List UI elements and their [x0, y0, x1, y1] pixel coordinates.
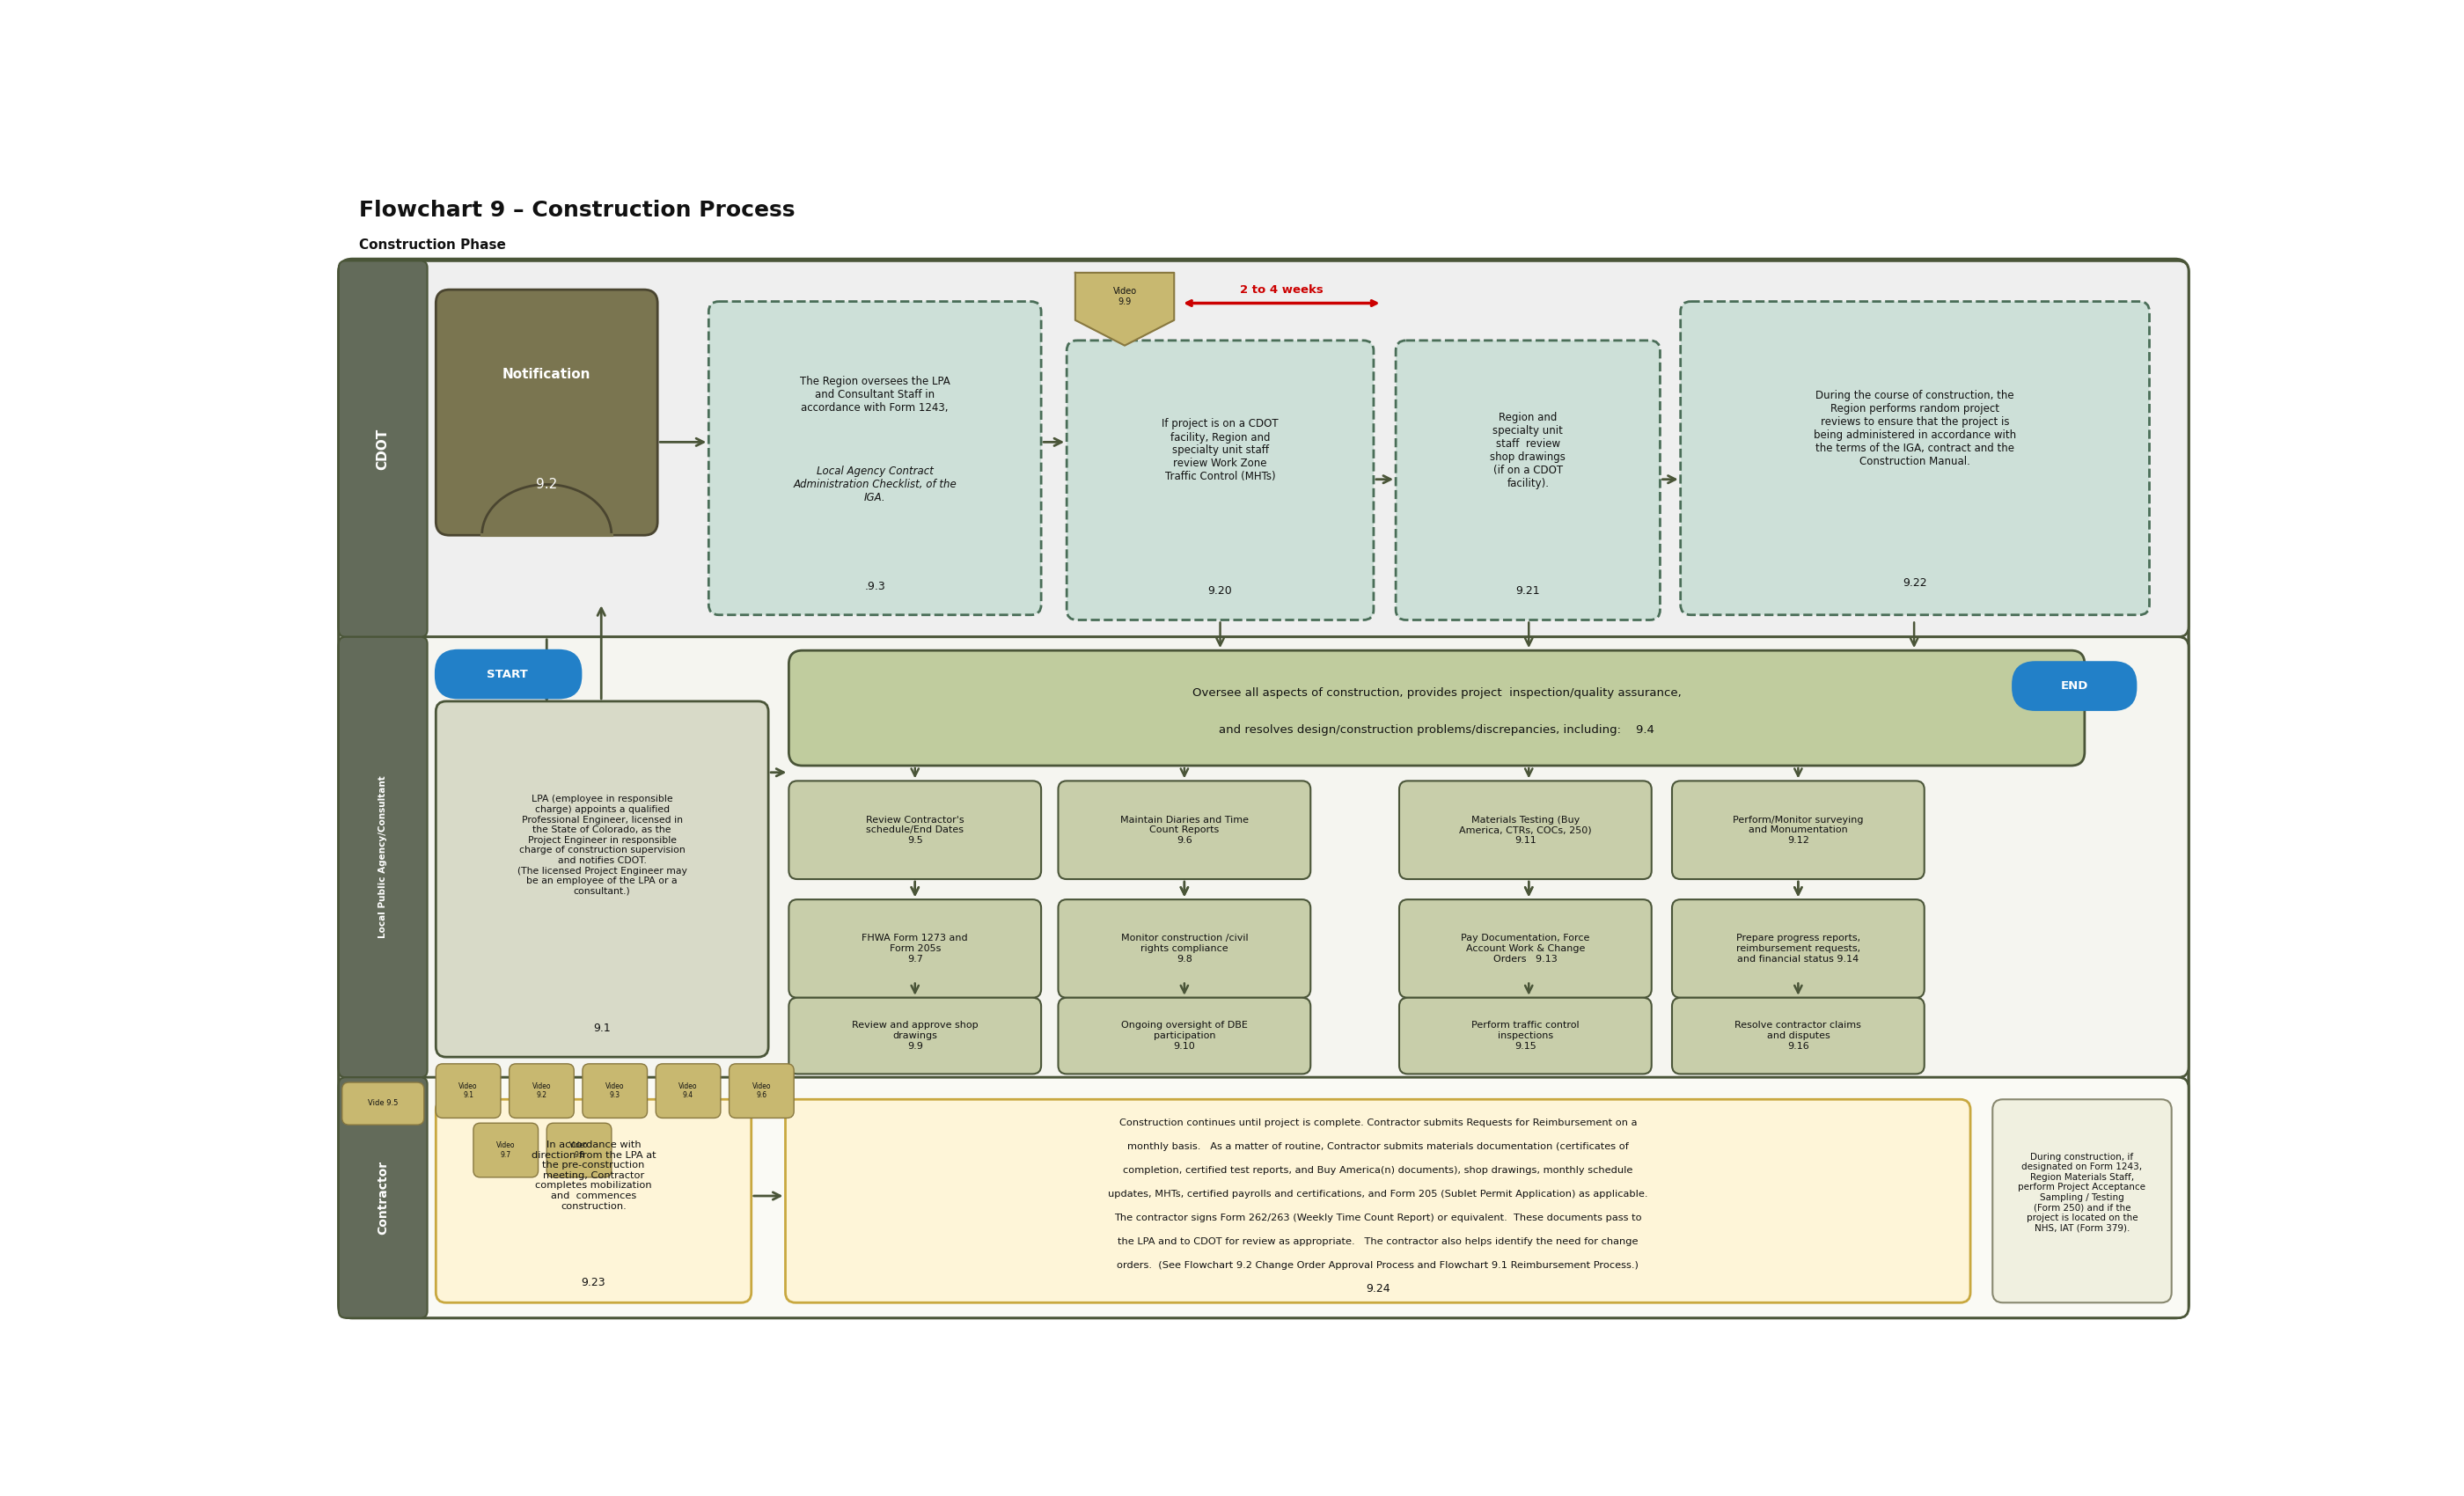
- FancyBboxPatch shape: [1057, 899, 1311, 998]
- FancyBboxPatch shape: [436, 290, 658, 536]
- Text: Review Contractor's
schedule/End Dates
9.5: Review Contractor's schedule/End Dates 9…: [865, 815, 963, 845]
- Text: the LPA and to CDOT for review as appropriate.   The contractor also helps ident: the LPA and to CDOT for review as approp…: [1119, 1237, 1639, 1246]
- FancyBboxPatch shape: [1673, 781, 1924, 880]
- FancyBboxPatch shape: [342, 1083, 424, 1125]
- Text: Resolve contractor claims
and disputes
9.16: Resolve contractor claims and disputes 9…: [1735, 1022, 1860, 1050]
- Text: completion, certified test reports, and Buy America(n) documents), shop drawings: completion, certified test reports, and …: [1124, 1165, 1634, 1174]
- Text: 9.23: 9.23: [582, 1276, 606, 1288]
- Text: If project is on a CDOT
facility, Region and
specialty unit staff
review Work Zo: If project is on a CDOT facility, Region…: [1163, 419, 1279, 483]
- FancyBboxPatch shape: [1400, 998, 1651, 1074]
- FancyBboxPatch shape: [338, 1077, 426, 1318]
- Text: 9.22: 9.22: [1902, 577, 1927, 588]
- Text: Flowchart 9 – Construction Process: Flowchart 9 – Construction Process: [360, 200, 796, 221]
- Text: 9.20: 9.20: [1207, 585, 1232, 597]
- FancyBboxPatch shape: [1067, 341, 1372, 619]
- Text: Ongoing oversight of DBE
participation
9.10: Ongoing oversight of DBE participation 9…: [1121, 1022, 1247, 1050]
- Text: Video
9.9: Video 9.9: [1114, 287, 1136, 305]
- FancyBboxPatch shape: [2013, 663, 2136, 709]
- FancyBboxPatch shape: [338, 260, 2188, 637]
- FancyBboxPatch shape: [1057, 998, 1311, 1074]
- Text: Video
9.6: Video 9.6: [752, 1083, 771, 1100]
- Text: Construction Phase: Construction Phase: [360, 239, 505, 251]
- Text: Region and
specialty unit
staff  review
shop drawings
(if on a CDOT
facility).: Region and specialty unit staff review s…: [1491, 411, 1565, 489]
- Text: Materials Testing (Buy
America, CTRs, COCs, 250)
9.11: Materials Testing (Buy America, CTRs, CO…: [1459, 815, 1592, 845]
- Text: END: END: [2060, 681, 2087, 691]
- Text: 2 to 4 weeks: 2 to 4 weeks: [1239, 284, 1323, 295]
- FancyBboxPatch shape: [786, 1100, 1971, 1303]
- FancyBboxPatch shape: [1400, 781, 1651, 880]
- Text: Contractor: Contractor: [377, 1161, 389, 1234]
- FancyBboxPatch shape: [655, 1064, 719, 1118]
- Text: 9.1: 9.1: [594, 1022, 611, 1034]
- FancyBboxPatch shape: [1993, 1100, 2171, 1303]
- Text: Pay Documentation, Force
Account Work & Change
Orders   9.13: Pay Documentation, Force Account Work & …: [1461, 934, 1589, 963]
- Polygon shape: [483, 485, 611, 536]
- Text: In accordance with
direction from the LPA at
the pre-construction
meeting, Contr: In accordance with direction from the LP…: [532, 1140, 655, 1210]
- Text: The Region oversees the LPA
and Consultant Staff in
accordance with Form 1243,: The Region oversees the LPA and Consulta…: [801, 375, 951, 413]
- FancyBboxPatch shape: [788, 998, 1042, 1074]
- FancyBboxPatch shape: [436, 1064, 500, 1118]
- Text: monthly basis.   As a matter of routine, Contractor submits materials documentat: monthly basis. As a matter of routine, C…: [1126, 1143, 1629, 1152]
- FancyBboxPatch shape: [788, 899, 1042, 998]
- Text: Maintain Diaries and Time
Count Reports
9.6: Maintain Diaries and Time Count Reports …: [1121, 815, 1249, 845]
- Text: START: START: [488, 669, 527, 679]
- FancyBboxPatch shape: [338, 260, 426, 637]
- Text: 9.24: 9.24: [1365, 1284, 1390, 1296]
- Text: Notification: Notification: [503, 368, 591, 381]
- Text: LPA (employee in responsible
charge) appoints a qualified
Professional Engineer,: LPA (employee in responsible charge) app…: [517, 794, 687, 896]
- Text: During construction, if
designated on Form 1243,
Region Materials Staff,
perform: During construction, if designated on Fo…: [2018, 1152, 2146, 1233]
- Text: Local Agency Contract
Administration Checklist, of the
IGA.: Local Agency Contract Administration Che…: [793, 465, 956, 503]
- FancyBboxPatch shape: [338, 637, 2188, 1077]
- Text: Construction continues until project is complete. Contractor submits Requests fo: Construction continues until project is …: [1119, 1119, 1636, 1128]
- FancyBboxPatch shape: [788, 651, 2085, 766]
- FancyBboxPatch shape: [788, 781, 1042, 880]
- FancyBboxPatch shape: [510, 1064, 574, 1118]
- Text: .9.3: .9.3: [865, 580, 885, 592]
- Text: Perform traffic control
inspections
9.15: Perform traffic control inspections 9.15: [1471, 1022, 1579, 1050]
- Text: Video
9.3: Video 9.3: [606, 1083, 623, 1100]
- FancyBboxPatch shape: [547, 1123, 611, 1177]
- FancyBboxPatch shape: [436, 702, 769, 1058]
- Text: and resolves design/construction problems/discrepancies, including:    9.4: and resolves design/construction problem…: [1220, 724, 1653, 736]
- FancyBboxPatch shape: [729, 1064, 793, 1118]
- Text: Video
9.7: Video 9.7: [495, 1141, 515, 1159]
- Text: Vide 9.5: Vide 9.5: [367, 1098, 399, 1107]
- Text: During the course of construction, the
Region performs random project
reviews to: During the course of construction, the R…: [1814, 390, 2016, 467]
- Text: orders.  (See Flowchart 9.2 Change Order Approval Process and Flowchart 9.1 Reim: orders. (See Flowchart 9.2 Change Order …: [1116, 1261, 1639, 1270]
- Text: FHWA Form 1273 and
Form 205s
9.7: FHWA Form 1273 and Form 205s 9.7: [862, 934, 968, 963]
- FancyBboxPatch shape: [1673, 899, 1924, 998]
- Polygon shape: [1074, 272, 1175, 346]
- FancyBboxPatch shape: [436, 651, 582, 699]
- FancyBboxPatch shape: [436, 1100, 752, 1303]
- Text: Video
9.1: Video 9.1: [458, 1083, 478, 1100]
- FancyBboxPatch shape: [1057, 781, 1311, 880]
- Text: Local Public Agency/Consultant: Local Public Agency/Consultant: [379, 776, 387, 938]
- FancyBboxPatch shape: [338, 259, 2188, 1318]
- FancyBboxPatch shape: [1673, 998, 1924, 1074]
- Text: The contractor signs Form 262/263 (Weekly Time Count Report) or equivalent.  The: The contractor signs Form 262/263 (Weekl…: [1114, 1213, 1641, 1222]
- Text: CDOT: CDOT: [377, 428, 389, 470]
- Text: Video
9.2: Video 9.2: [532, 1083, 552, 1100]
- Text: 9.2: 9.2: [537, 477, 557, 491]
- Text: Video
9.8: Video 9.8: [569, 1141, 589, 1159]
- Text: 9.21: 9.21: [1515, 585, 1540, 597]
- FancyBboxPatch shape: [1395, 341, 1661, 619]
- Text: Review and approve shop
drawings
9.9: Review and approve shop drawings 9.9: [853, 1022, 978, 1050]
- Text: Oversee all aspects of construction, provides project  inspection/quality assura: Oversee all aspects of construction, pro…: [1193, 687, 1680, 699]
- FancyBboxPatch shape: [1680, 302, 2149, 615]
- FancyBboxPatch shape: [582, 1064, 648, 1118]
- Text: Prepare progress reports,
reimbursement requests,
and financial status 9.14: Prepare progress reports, reimbursement …: [1737, 934, 1860, 963]
- Text: updates, MHTs, certified payrolls and certifications, and Form 205 (Sublet Permi: updates, MHTs, certified payrolls and ce…: [1109, 1189, 1648, 1198]
- FancyBboxPatch shape: [1400, 899, 1651, 998]
- FancyBboxPatch shape: [338, 637, 426, 1077]
- FancyBboxPatch shape: [710, 302, 1042, 615]
- Text: Perform/Monitor surveying
and Monumentation
9.12: Perform/Monitor surveying and Monumentat…: [1732, 815, 1863, 845]
- Text: Monitor construction /civil
rights compliance
9.8: Monitor construction /civil rights compl…: [1121, 934, 1247, 963]
- FancyBboxPatch shape: [338, 1077, 2188, 1318]
- FancyBboxPatch shape: [473, 1123, 537, 1177]
- Text: Video
9.4: Video 9.4: [678, 1083, 697, 1100]
